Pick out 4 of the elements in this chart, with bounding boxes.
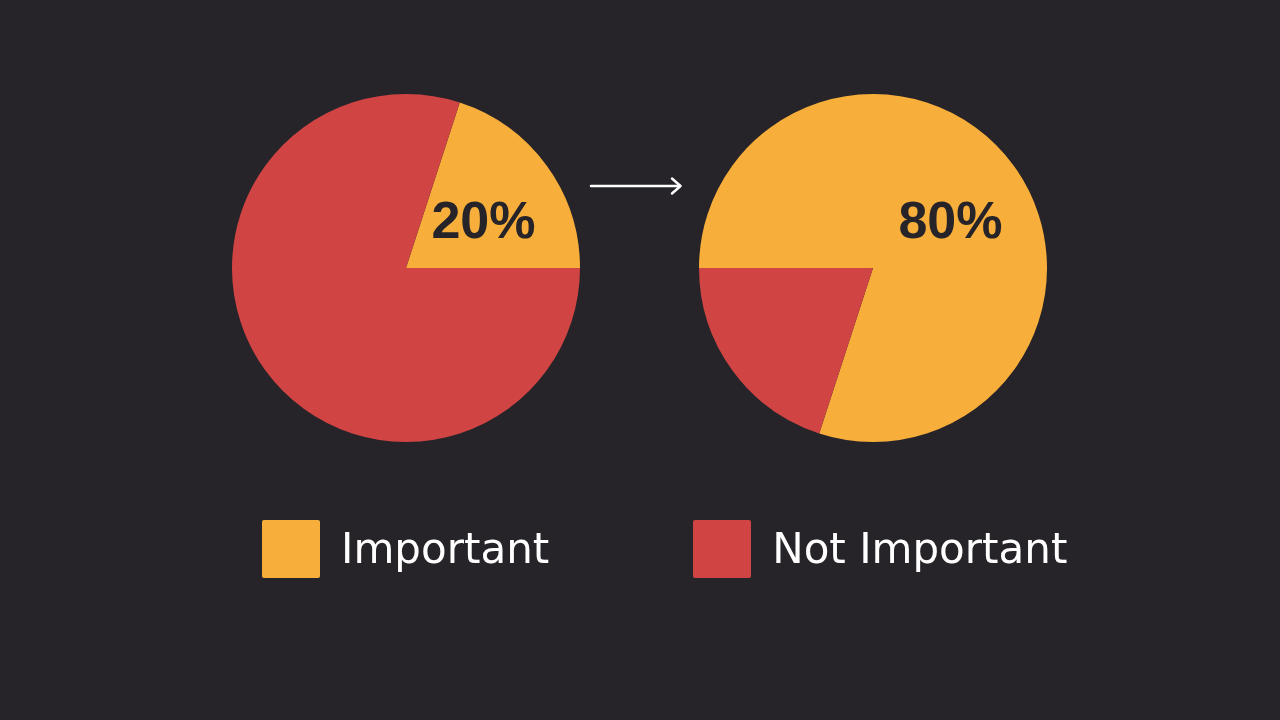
legend-label: Important <box>341 523 550 575</box>
legend-label: Not Important <box>772 523 1068 575</box>
data-label: 80% <box>898 191 1003 250</box>
data-label: 20% <box>431 191 536 250</box>
